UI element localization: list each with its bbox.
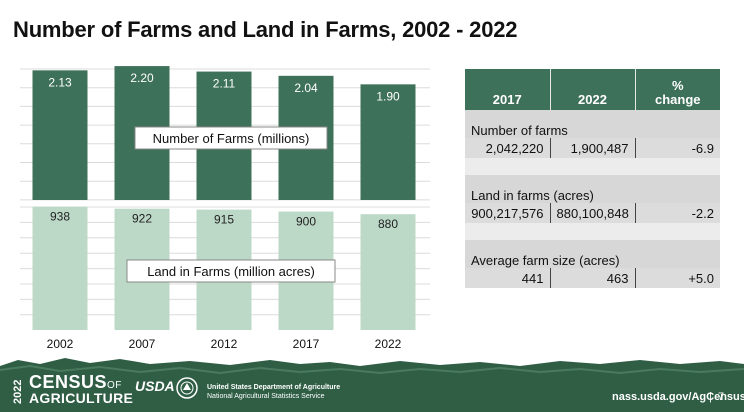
farms-change: -6.9 [634, 138, 720, 158]
size-2022: 463 [549, 268, 635, 288]
footer-url[interactable]: nass.usda.gov/AgCensus [612, 391, 744, 403]
farms-value-label: 2.13 [48, 75, 72, 89]
nass-seal-icon [176, 377, 198, 399]
table-header-change: % change [634, 69, 720, 110]
farms-stats-table: 2017 2022 % change Number of farms 2,042,… [465, 69, 720, 288]
land-bar-2002 [32, 206, 88, 330]
x-tick-2007: 2007 [129, 337, 156, 351]
farms-2022: 1,900,487 [549, 138, 635, 158]
land-2022: 880,100,848 [549, 203, 635, 223]
usda-department-name: United States Department of Agriculture [207, 384, 341, 391]
farms-value-label: 2.04 [294, 81, 318, 95]
bar-labels: 2.13 938 2.20 922 2.11 915 2.04 900 1.90 880 [48, 71, 400, 231]
land-2017: 900,217,576 [465, 203, 550, 223]
footer-separator: | [709, 391, 712, 403]
section-label-farms: Number of farms [465, 110, 720, 138]
land-value-label: 922 [132, 212, 152, 226]
land-value-label: 938 [50, 210, 70, 224]
nass-agency-name: National Agricultural Statistics Service [207, 393, 325, 400]
land-bar-2022 [360, 214, 416, 330]
x-tick-2012: 2012 [211, 337, 238, 351]
land-change: -2.2 [634, 203, 720, 223]
farms-series-label: Number of Farms (millions) [153, 131, 310, 146]
land-value-label: 900 [296, 215, 316, 229]
table-header-2017: 2017 [465, 69, 550, 110]
x-tick-2002: 2002 [47, 337, 74, 351]
land-value-label: 880 [378, 217, 398, 231]
page-title: Number of Farms and Land in Farms, 2002 … [13, 17, 518, 42]
farms-value-label: 2.20 [130, 71, 154, 85]
farms-value-label: 2.11 [213, 77, 236, 91]
usda-wordmark: USDA [135, 378, 175, 394]
table-header-2022: 2022 [549, 69, 635, 110]
land-series-label: Land in Farms (million acres) [147, 264, 315, 279]
farms-series-box [134, 126, 328, 150]
x-tick-2017: 2017 [293, 337, 320, 351]
size-change: +5.0 [634, 268, 720, 288]
x-tick-2022: 2022 [375, 337, 402, 351]
census-year: 2022 [12, 379, 24, 404]
usda-logo: USDA [135, 377, 198, 399]
farms-bar-2002 [32, 70, 88, 200]
series-label-boxes: Number of Farms (millions) Land in Farms … [126, 126, 336, 283]
census-of: OF [107, 380, 122, 391]
farms-bar-2022 [360, 84, 416, 200]
farms-value-label: 1.90 [376, 89, 400, 103]
census-word: CENSUS [29, 372, 108, 392]
section-label-land: Land in farms (acres) [465, 175, 720, 203]
section-label-size: Average farm size (acres) [465, 240, 720, 268]
land-value-label: 915 [214, 213, 234, 227]
page-number: 7 [718, 391, 725, 403]
farms-2017: 2,042,220 [465, 138, 550, 158]
land-bars [32, 206, 416, 330]
x-tick-labels: 2002 2007 2012 2017 2022 [47, 337, 402, 351]
land-series-box [126, 259, 336, 283]
size-2017: 441 [465, 268, 550, 288]
census-agriculture: AGRICULTURE [29, 390, 134, 406]
